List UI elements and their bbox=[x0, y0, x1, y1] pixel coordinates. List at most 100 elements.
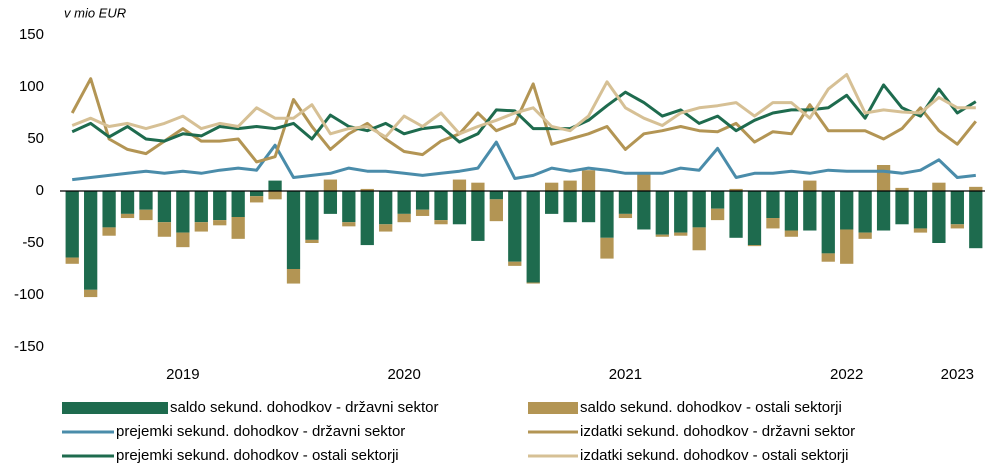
bar bbox=[84, 289, 98, 298]
y-tick-label: -50 bbox=[22, 234, 44, 251]
bar bbox=[545, 182, 559, 191]
bar bbox=[249, 196, 264, 203]
bar bbox=[710, 208, 725, 221]
bar bbox=[600, 191, 614, 238]
y-tick-label: -100 bbox=[14, 286, 44, 303]
legend-label: izdatki sekund. dohodkov - ostali sektor… bbox=[580, 447, 848, 464]
x-tick-label: 2023 bbox=[941, 366, 974, 383]
bar bbox=[360, 191, 374, 246]
bar bbox=[360, 188, 374, 191]
bar bbox=[913, 191, 928, 229]
bar bbox=[379, 191, 393, 225]
bar bbox=[581, 170, 596, 191]
legend-label: saldo sekund. dohodkov - ostali sektorji bbox=[580, 399, 842, 416]
bar bbox=[710, 191, 725, 209]
bar bbox=[286, 269, 301, 284]
bar bbox=[637, 191, 651, 230]
bar bbox=[876, 165, 891, 191]
bar bbox=[102, 191, 116, 228]
bar bbox=[932, 182, 946, 191]
bar bbox=[489, 191, 503, 200]
bar bbox=[139, 209, 153, 221]
bar bbox=[729, 188, 743, 191]
bar bbox=[545, 191, 559, 214]
bar bbox=[563, 191, 577, 223]
bar bbox=[969, 191, 983, 249]
bar bbox=[692, 227, 706, 251]
legend-label: izdatki sekund. dohodkov - državni sekto… bbox=[580, 423, 855, 440]
bar bbox=[803, 180, 817, 191]
bar bbox=[139, 191, 153, 210]
bar bbox=[489, 199, 503, 222]
bar bbox=[305, 239, 319, 243]
bar bbox=[194, 222, 208, 232]
bar bbox=[637, 174, 651, 191]
line bbox=[71, 73, 976, 139]
bar bbox=[434, 220, 448, 225]
bar bbox=[452, 191, 467, 225]
bar bbox=[969, 186, 983, 191]
bar bbox=[305, 191, 319, 240]
x-tick-label: 2020 bbox=[387, 366, 420, 383]
bar bbox=[784, 230, 799, 237]
bar bbox=[692, 191, 706, 228]
bar bbox=[268, 191, 282, 200]
bar bbox=[563, 180, 577, 191]
bar bbox=[821, 253, 835, 262]
bar bbox=[508, 261, 522, 266]
legend-label: prejemki sekund. dohodkov - državni sekt… bbox=[116, 423, 405, 440]
bar bbox=[508, 191, 522, 262]
bar bbox=[157, 222, 172, 237]
line bbox=[70, 77, 977, 164]
bar bbox=[471, 182, 485, 191]
bar bbox=[286, 191, 301, 269]
bar bbox=[452, 179, 467, 191]
bar bbox=[895, 191, 909, 225]
bar bbox=[120, 191, 135, 214]
line bbox=[72, 140, 976, 182]
bar bbox=[268, 180, 282, 191]
bar bbox=[581, 191, 596, 223]
bar bbox=[766, 191, 780, 219]
bar bbox=[176, 191, 190, 233]
bar bbox=[194, 191, 208, 223]
bar bbox=[932, 191, 946, 243]
bar bbox=[231, 217, 245, 239]
legend-swatch bbox=[62, 402, 168, 414]
bar bbox=[397, 213, 411, 223]
x-tick-label: 2021 bbox=[609, 366, 642, 383]
bar bbox=[415, 209, 430, 216]
bar bbox=[913, 228, 928, 233]
bar bbox=[65, 191, 79, 258]
y-tick-label: -150 bbox=[14, 338, 44, 355]
bar bbox=[526, 191, 540, 283]
legend-label: prejemki sekund. dohodkov - ostali sekto… bbox=[116, 447, 399, 464]
y-tick-label: 50 bbox=[27, 130, 44, 147]
bar bbox=[729, 191, 743, 238]
line bbox=[71, 83, 977, 144]
bar bbox=[766, 218, 780, 229]
bar bbox=[674, 191, 688, 233]
bar bbox=[249, 191, 264, 197]
bar bbox=[618, 191, 633, 214]
bar bbox=[895, 187, 909, 191]
y-tick-label: 150 bbox=[19, 26, 44, 43]
bar bbox=[600, 237, 614, 259]
bar bbox=[342, 222, 356, 227]
x-tick-label: 2019 bbox=[166, 366, 199, 383]
bar bbox=[950, 191, 964, 225]
bar bbox=[526, 282, 540, 284]
bar bbox=[821, 191, 835, 254]
bar bbox=[323, 179, 338, 191]
bar bbox=[65, 257, 79, 264]
bar bbox=[858, 232, 872, 239]
bar bbox=[213, 220, 227, 226]
bar bbox=[784, 191, 799, 231]
x-tick-label: 2022 bbox=[830, 366, 863, 383]
legend-label: saldo sekund. dohodkov - državni sektor bbox=[170, 399, 438, 416]
bar bbox=[342, 191, 356, 223]
bar bbox=[840, 191, 854, 230]
bar bbox=[858, 191, 872, 233]
unit-annotation: v mio EUR bbox=[64, 5, 126, 20]
